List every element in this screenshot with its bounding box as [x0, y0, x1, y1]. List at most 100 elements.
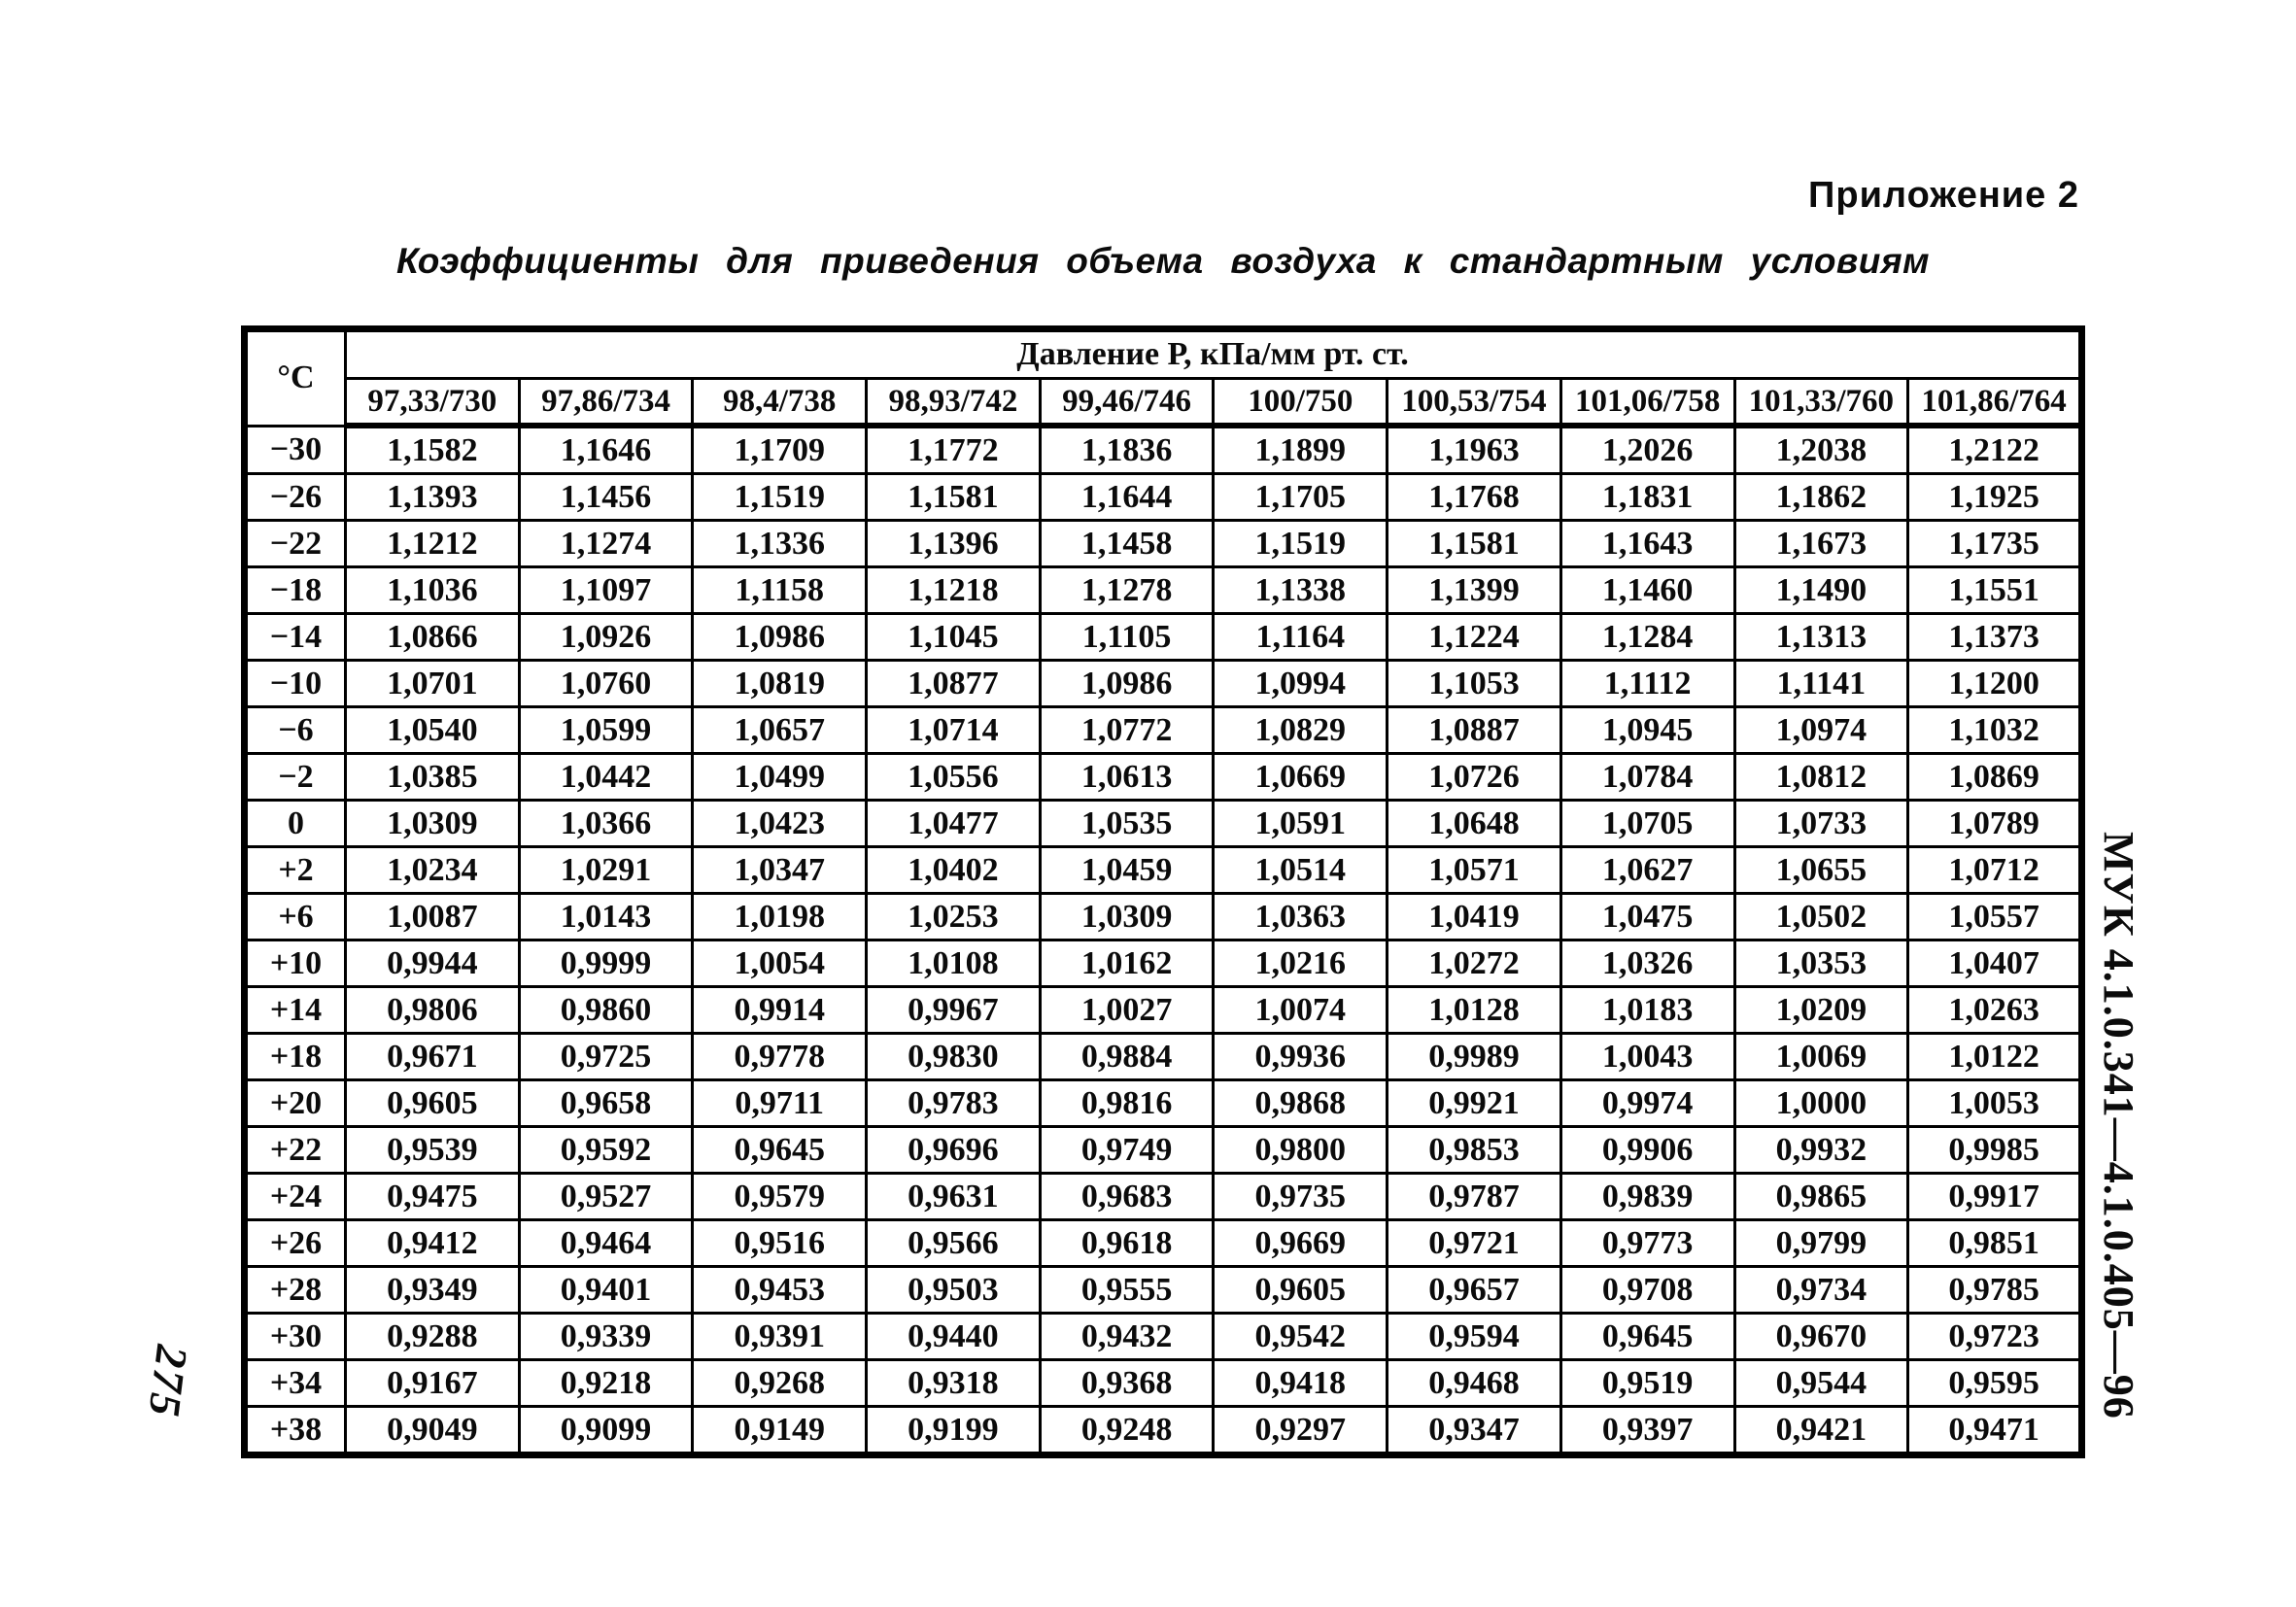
table-row: −26 1,1393 1,1456 1,1519 1,1581 1,1644 1,1705 1…	[243, 472, 2083, 522]
coefficient-cell: 1,0657	[691, 705, 869, 755]
coefficient-cell: 0,9787	[1386, 1172, 1562, 1221]
coefficient-cell: 1,0712	[1906, 845, 2083, 895]
coefficient-cell: 0,9860	[517, 985, 695, 1035]
coefficient-cell: 0,9989	[1386, 1032, 1562, 1081]
temperature-cell: −10	[243, 659, 347, 708]
coefficient-cell: 0,9605	[344, 1078, 521, 1128]
pressure-column-header: 98,4/738	[691, 377, 869, 428]
coefficient-cell: 1,2026	[1559, 424, 1736, 475]
table-row: −18 1,1036 1,1097 1,1158 1,1218 1,1278 1,1338 1…	[243, 565, 2083, 615]
coefficient-cell: 0,9906	[1559, 1125, 1736, 1175]
coefficient-cell: 1,0926	[517, 612, 695, 662]
coefficient-cell: 1,1519	[691, 472, 869, 522]
coefficient-cell: 0,9401	[517, 1265, 695, 1315]
coefficient-cell: 1,1036	[344, 565, 521, 615]
coefficient-cell: 1,1768	[1386, 472, 1562, 522]
coefficient-cell: 1,0309	[1038, 892, 1216, 941]
coefficient-cell: 1,0402	[865, 845, 1042, 895]
coefficient-cell: 0,9967	[865, 985, 1042, 1035]
coefficient-cell: 1,0143	[517, 892, 695, 941]
coefficient-cell: 1,1053	[1386, 659, 1562, 708]
coefficient-cell: 1,1200	[1906, 659, 2083, 708]
coefficient-cell: 1,1336	[691, 519, 869, 568]
coefficient-cell: 1,0887	[1386, 705, 1562, 755]
table-row: −2 1,0385 1,0442 1,0499 1,0556 1,0613 1,0669 1,…	[243, 752, 2083, 802]
coefficient-cell: 1,1045	[865, 612, 1042, 662]
coefficient-cell: 1,0866	[344, 612, 521, 662]
temperature-cell: +22	[243, 1125, 347, 1175]
table-row: −6 1,0540 1,0599 1,0657 1,0714 1,0772 1,0829 1,…	[243, 705, 2083, 755]
coefficient-cell: 0,9268	[691, 1358, 869, 1408]
coefficient-cell: 1,0784	[1559, 752, 1736, 802]
coefficient-cell: 1,1032	[1906, 705, 2083, 755]
coefficient-cell: 0,9618	[1038, 1218, 1216, 1268]
coefficient-cell: 1,1313	[1732, 612, 1910, 662]
coefficient-cell: 1,0198	[691, 892, 869, 941]
temperature-cell: −6	[243, 705, 347, 755]
coefficient-cell: 1,0477	[865, 799, 1042, 848]
coefficient-cell: 0,9868	[1212, 1078, 1389, 1128]
coefficient-cell: 1,1456	[517, 472, 695, 522]
coefficient-cell: 1,0789	[1906, 799, 2083, 848]
pressure-column-header: 99,46/746	[1038, 377, 1216, 428]
coefficient-cell: 0,9368	[1038, 1358, 1216, 1408]
table-row: +20 0,9605 0,9658 0,9711 0,9783 0,9816 0,9868 0…	[243, 1078, 2083, 1128]
coefficient-cell: 1,0701	[344, 659, 521, 708]
coefficient-cell: 1,0760	[517, 659, 695, 708]
coefficient-cell: 1,1705	[1212, 472, 1389, 522]
coefficient-cell: 1,0353	[1732, 939, 1910, 988]
table-row: +18 0,9671 0,9725 0,9778 0,9830 0,9884 0,9936 0…	[243, 1032, 2083, 1081]
coefficient-cell: 0,9936	[1212, 1032, 1389, 1081]
table-row: −30 1,1582 1,1646 1,1709 1,1772 1,1836 1,1899 1…	[243, 424, 2083, 475]
table-row: +6 1,0087 1,0143 1,0198 1,0253 1,0309 1,0363 1,…	[243, 892, 2083, 941]
pressure-column-header: 101,33/760	[1732, 377, 1910, 428]
coefficient-cell: 1,1581	[1386, 519, 1562, 568]
table-row: +14 0,9806 0,9860 0,9914 0,9967 1,0027 1,0074 1…	[243, 985, 2083, 1035]
coefficient-cell: 0,9464	[517, 1218, 695, 1268]
coefficient-cell: 1,2122	[1906, 424, 2083, 475]
coefficients-table: °C Давление Р, кПа/мм рт. ст. 97,33/730 9…	[241, 325, 2085, 1458]
coefficient-cell: 0,9248	[1038, 1405, 1216, 1456]
table-row: +22 0,9539 0,9592 0,9645 0,9696 0,9749 0,9800 0…	[243, 1125, 2083, 1175]
coefficient-cell: 1,0869	[1906, 752, 2083, 802]
coefficient-cell: 1,0069	[1732, 1032, 1910, 1081]
pressure-column-header: 100,53/754	[1386, 377, 1562, 428]
coefficient-cell: 1,1836	[1038, 424, 1216, 475]
table-row: −14 1,0866 1,0926 1,0986 1,1045 1,1105 1,1164 1…	[243, 612, 2083, 662]
coefficient-cell: 1,0475	[1559, 892, 1736, 941]
coefficient-cell: 0,9440	[865, 1312, 1042, 1361]
coefficient-cell: 0,9932	[1732, 1125, 1910, 1175]
coefficient-cell: 1,1373	[1906, 612, 2083, 662]
coefficient-cell: 1,1519	[1212, 519, 1389, 568]
coefficient-cell: 1,0363	[1212, 892, 1389, 941]
coefficient-cell: 1,1105	[1038, 612, 1216, 662]
coefficient-cell: 0,9471	[1906, 1405, 2083, 1456]
coefficient-cell: 0,9645	[1559, 1312, 1736, 1361]
temperature-cell: +6	[243, 892, 347, 941]
coefficient-cell: 1,1673	[1732, 519, 1910, 568]
temperature-cell: +38	[243, 1405, 347, 1456]
coefficient-cell: 0,9944	[344, 939, 521, 988]
coefficient-cell: 1,0253	[865, 892, 1042, 941]
coefficient-cell: 1,1899	[1212, 424, 1389, 475]
coefficient-cell: 1,1393	[344, 472, 521, 522]
temperature-cell: −18	[243, 565, 347, 615]
coefficient-cell: 1,1643	[1559, 519, 1736, 568]
coefficient-cell: 0,9218	[517, 1358, 695, 1408]
table-header: °C Давление Р, кПа/мм рт. ст. 97,33/730 9…	[243, 327, 2083, 428]
coefficient-cell: 0,9099	[517, 1405, 695, 1456]
coefficient-cell: 0,9725	[517, 1032, 695, 1081]
coefficient-cell: 0,9199	[865, 1405, 1042, 1456]
coefficient-cell: 0,9749	[1038, 1125, 1216, 1175]
table-row: −22 1,1212 1,1274 1,1336 1,1396 1,1458 1,1519 1…	[243, 519, 2083, 568]
coefficient-cell: 1,0655	[1732, 845, 1910, 895]
coefficient-cell: 1,0459	[1038, 845, 1216, 895]
coefficient-cell: 0,9605	[1212, 1265, 1389, 1315]
coefficient-cell: 1,0829	[1212, 705, 1389, 755]
pressure-group-row: °C Давление Р, кПа/мм рт. ст.	[243, 327, 2083, 427]
temperature-cell: +10	[243, 939, 347, 988]
coefficient-cell: 1,0733	[1732, 799, 1910, 848]
table-row: 0 1,0309 1,0366 1,0423 1,0477 1,0535 1,0591 1,0…	[243, 799, 2083, 848]
coefficient-cell: 1,0407	[1906, 939, 2083, 988]
coefficient-cell: 0,9708	[1559, 1265, 1736, 1315]
